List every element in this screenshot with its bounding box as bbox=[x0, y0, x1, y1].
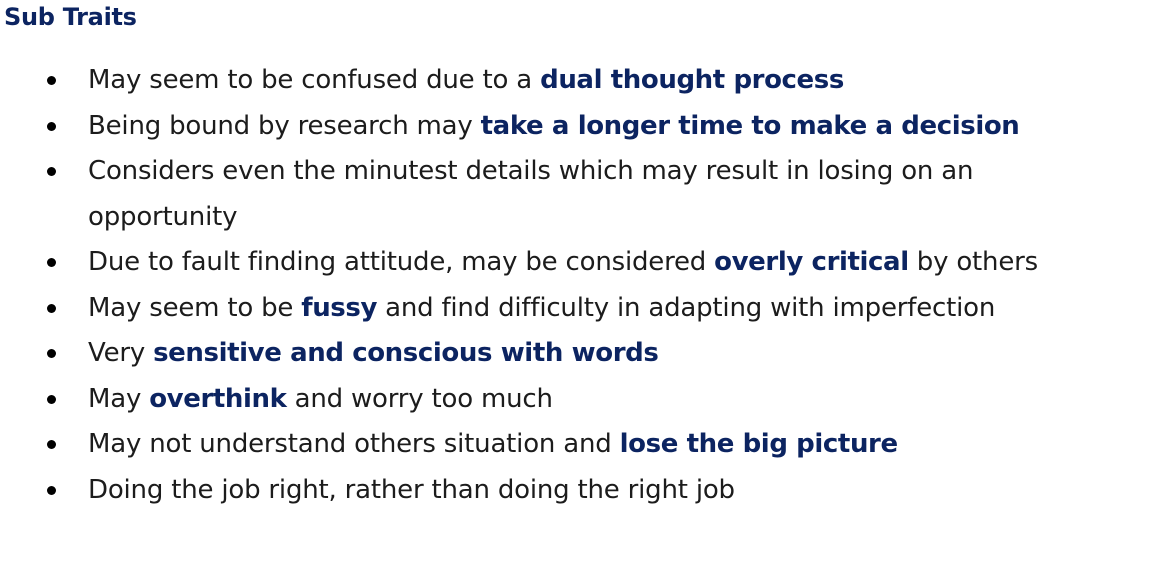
trait-text: Doing the job right, rather than doing t… bbox=[88, 474, 735, 505]
section-heading: Sub Traits bbox=[4, 3, 137, 31]
trait-text: Being bound by research may bbox=[88, 110, 481, 141]
list-item: May seem to be fussy and find difficulty… bbox=[0, 286, 1100, 332]
trait-emphasis: lose the big picture bbox=[619, 429, 898, 459]
trait-emphasis: overly critical bbox=[714, 247, 909, 277]
list-item: Doing the job right, rather than doing t… bbox=[0, 468, 1100, 514]
trait-text-end: and worry too much bbox=[286, 383, 553, 414]
list-item: Very sensitive and conscious with words bbox=[0, 331, 1100, 377]
list-item: Considers even the minutest details whic… bbox=[0, 149, 1100, 240]
trait-emphasis: sensitive and conscious with words bbox=[153, 338, 659, 368]
list-item: Due to fault finding attitude, may be co… bbox=[0, 240, 1100, 286]
trait-emphasis: overthink bbox=[149, 383, 287, 414]
trait-text: Due to fault finding attitude, may be co… bbox=[88, 247, 715, 277]
trait-text: May seem to be bbox=[88, 292, 302, 323]
trait-text-end: by others bbox=[908, 247, 1038, 277]
list-item: May overthink and worry too much bbox=[0, 377, 1100, 423]
list-item: May seem to be confused due to a dual th… bbox=[0, 58, 1100, 104]
trait-emphasis: fussy bbox=[301, 292, 378, 323]
list-item: Being bound by research may take a longe… bbox=[0, 104, 1100, 150]
trait-text: Very bbox=[88, 338, 154, 368]
trait-text: Considers even the minutest details whic… bbox=[88, 156, 974, 232]
trait-text: May seem to be confused due to a bbox=[88, 65, 541, 95]
list-item: May not understand others situation and … bbox=[0, 422, 1100, 468]
trait-emphasis: dual thought process bbox=[540, 65, 844, 95]
trait-text-end: and find difficulty in adapting with imp… bbox=[377, 292, 996, 323]
trait-emphasis: take a longer time to make a decision bbox=[480, 110, 1020, 141]
trait-text: May not understand others situation and bbox=[88, 429, 620, 459]
trait-text: May bbox=[88, 383, 150, 414]
sub-traits-list: May seem to be confused due to a dual th… bbox=[0, 58, 1100, 513]
